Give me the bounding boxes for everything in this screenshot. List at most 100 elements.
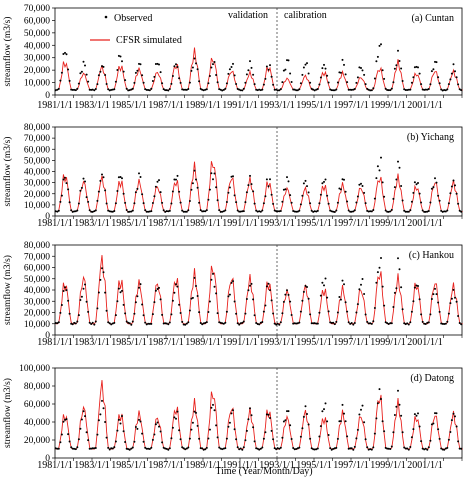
- observed-point: [125, 209, 128, 211]
- observed-point: [279, 88, 282, 91]
- observed-point: [380, 398, 382, 400]
- observed-point: [350, 210, 353, 213]
- observed-point: [113, 446, 116, 449]
- observed-point: [336, 437, 339, 440]
- observed-point: [302, 66, 305, 69]
- observed-point: [427, 88, 430, 90]
- observed-point: [282, 300, 285, 303]
- observed-point: [65, 289, 68, 292]
- observed-point: [144, 88, 147, 91]
- observed-point: [198, 80, 201, 83]
- observed-point: [443, 448, 446, 451]
- observed-point: [213, 285, 216, 288]
- observed-point: [434, 412, 436, 415]
- observed-point: [62, 178, 65, 181]
- observed-point: [333, 447, 336, 450]
- observed-point: [60, 71, 63, 74]
- observed-point: [204, 321, 207, 324]
- observed-point: [134, 191, 137, 194]
- x-tick-label: 1999/1/1: [370, 100, 406, 111]
- observed-point: [427, 210, 430, 212]
- x-tick-label: 1995/1/1: [296, 337, 332, 348]
- observed-point: [97, 419, 100, 422]
- observed-point: [339, 298, 342, 301]
- observed-point: [199, 209, 202, 212]
- observed-point: [93, 210, 96, 213]
- observed-point: [384, 87, 387, 90]
- observed-point: [145, 447, 148, 450]
- observed-point: [369, 322, 372, 325]
- observed-point: [339, 71, 342, 74]
- observed-point: [216, 199, 219, 202]
- observed-point: [286, 410, 288, 413]
- y-tick-label: 30,000: [24, 54, 50, 64]
- observed-point: [336, 81, 339, 84]
- observed-point: [99, 70, 102, 73]
- observed-point: [290, 81, 293, 83]
- observed-point: [364, 202, 367, 205]
- observed-point: [455, 425, 458, 428]
- observed-point: [244, 81, 247, 84]
- observed-point: [99, 179, 102, 182]
- observed-point: [269, 417, 271, 419]
- observed-point: [141, 74, 144, 77]
- observed-point: [133, 202, 136, 205]
- observed-point: [165, 89, 168, 92]
- observed-point: [232, 409, 234, 412]
- observed-point: [329, 447, 332, 450]
- observed-point: [128, 89, 131, 92]
- x-tick-label: 1985/1/1: [111, 460, 147, 471]
- observed-point: [429, 83, 432, 86]
- observed-point: [304, 405, 307, 408]
- observed-point: [82, 410, 85, 413]
- observed-point: [406, 447, 409, 450]
- observed-point: [281, 436, 284, 439]
- observed-point: [134, 71, 137, 74]
- observed-point: [307, 423, 310, 426]
- observed-point: [427, 446, 430, 449]
- observed-point: [430, 70, 433, 73]
- observed-point: [119, 176, 122, 178]
- observed-point: [350, 322, 353, 324]
- observed-point: [258, 448, 261, 451]
- observed-point: [267, 282, 270, 285]
- observed-point: [153, 301, 156, 304]
- observed-point: [87, 80, 90, 83]
- observed-point: [219, 210, 222, 213]
- observed-point: [383, 195, 386, 198]
- observed-point: [148, 210, 151, 213]
- observed-point: [201, 210, 204, 213]
- observed-point: [142, 440, 145, 443]
- observed-point: [80, 295, 83, 298]
- observed-point: [378, 388, 381, 391]
- observed-point: [176, 174, 179, 177]
- observed-point: [105, 436, 108, 439]
- observed-point: [270, 75, 273, 78]
- observed-point: [295, 89, 298, 92]
- observed-point: [295, 322, 298, 325]
- observed-point: [400, 67, 403, 70]
- observed-point: [68, 201, 71, 204]
- observed-point: [321, 281, 324, 284]
- observed-point: [355, 311, 358, 314]
- observed-point: [381, 181, 384, 184]
- observed-point: [158, 179, 160, 182]
- legend: Observed CFSR simulated: [90, 13, 182, 46]
- observed-point: [373, 432, 376, 435]
- observed-point: [204, 448, 207, 451]
- observed-point: [369, 448, 372, 451]
- observed-point: [404, 447, 407, 450]
- observed-point: [392, 81, 395, 84]
- observed-point: [208, 428, 211, 431]
- observed-point: [56, 88, 59, 91]
- observed-point: [145, 210, 148, 213]
- y-tick-label: 0: [45, 454, 50, 464]
- observed-point: [250, 414, 253, 417]
- observed-point: [319, 193, 322, 196]
- observed-point: [204, 88, 207, 91]
- observed-point: [178, 303, 181, 306]
- observed-point: [256, 447, 259, 450]
- y-axis-title: streamflow (m3/s): [2, 137, 13, 207]
- observed-point: [188, 81, 191, 84]
- observed-point: [412, 76, 415, 79]
